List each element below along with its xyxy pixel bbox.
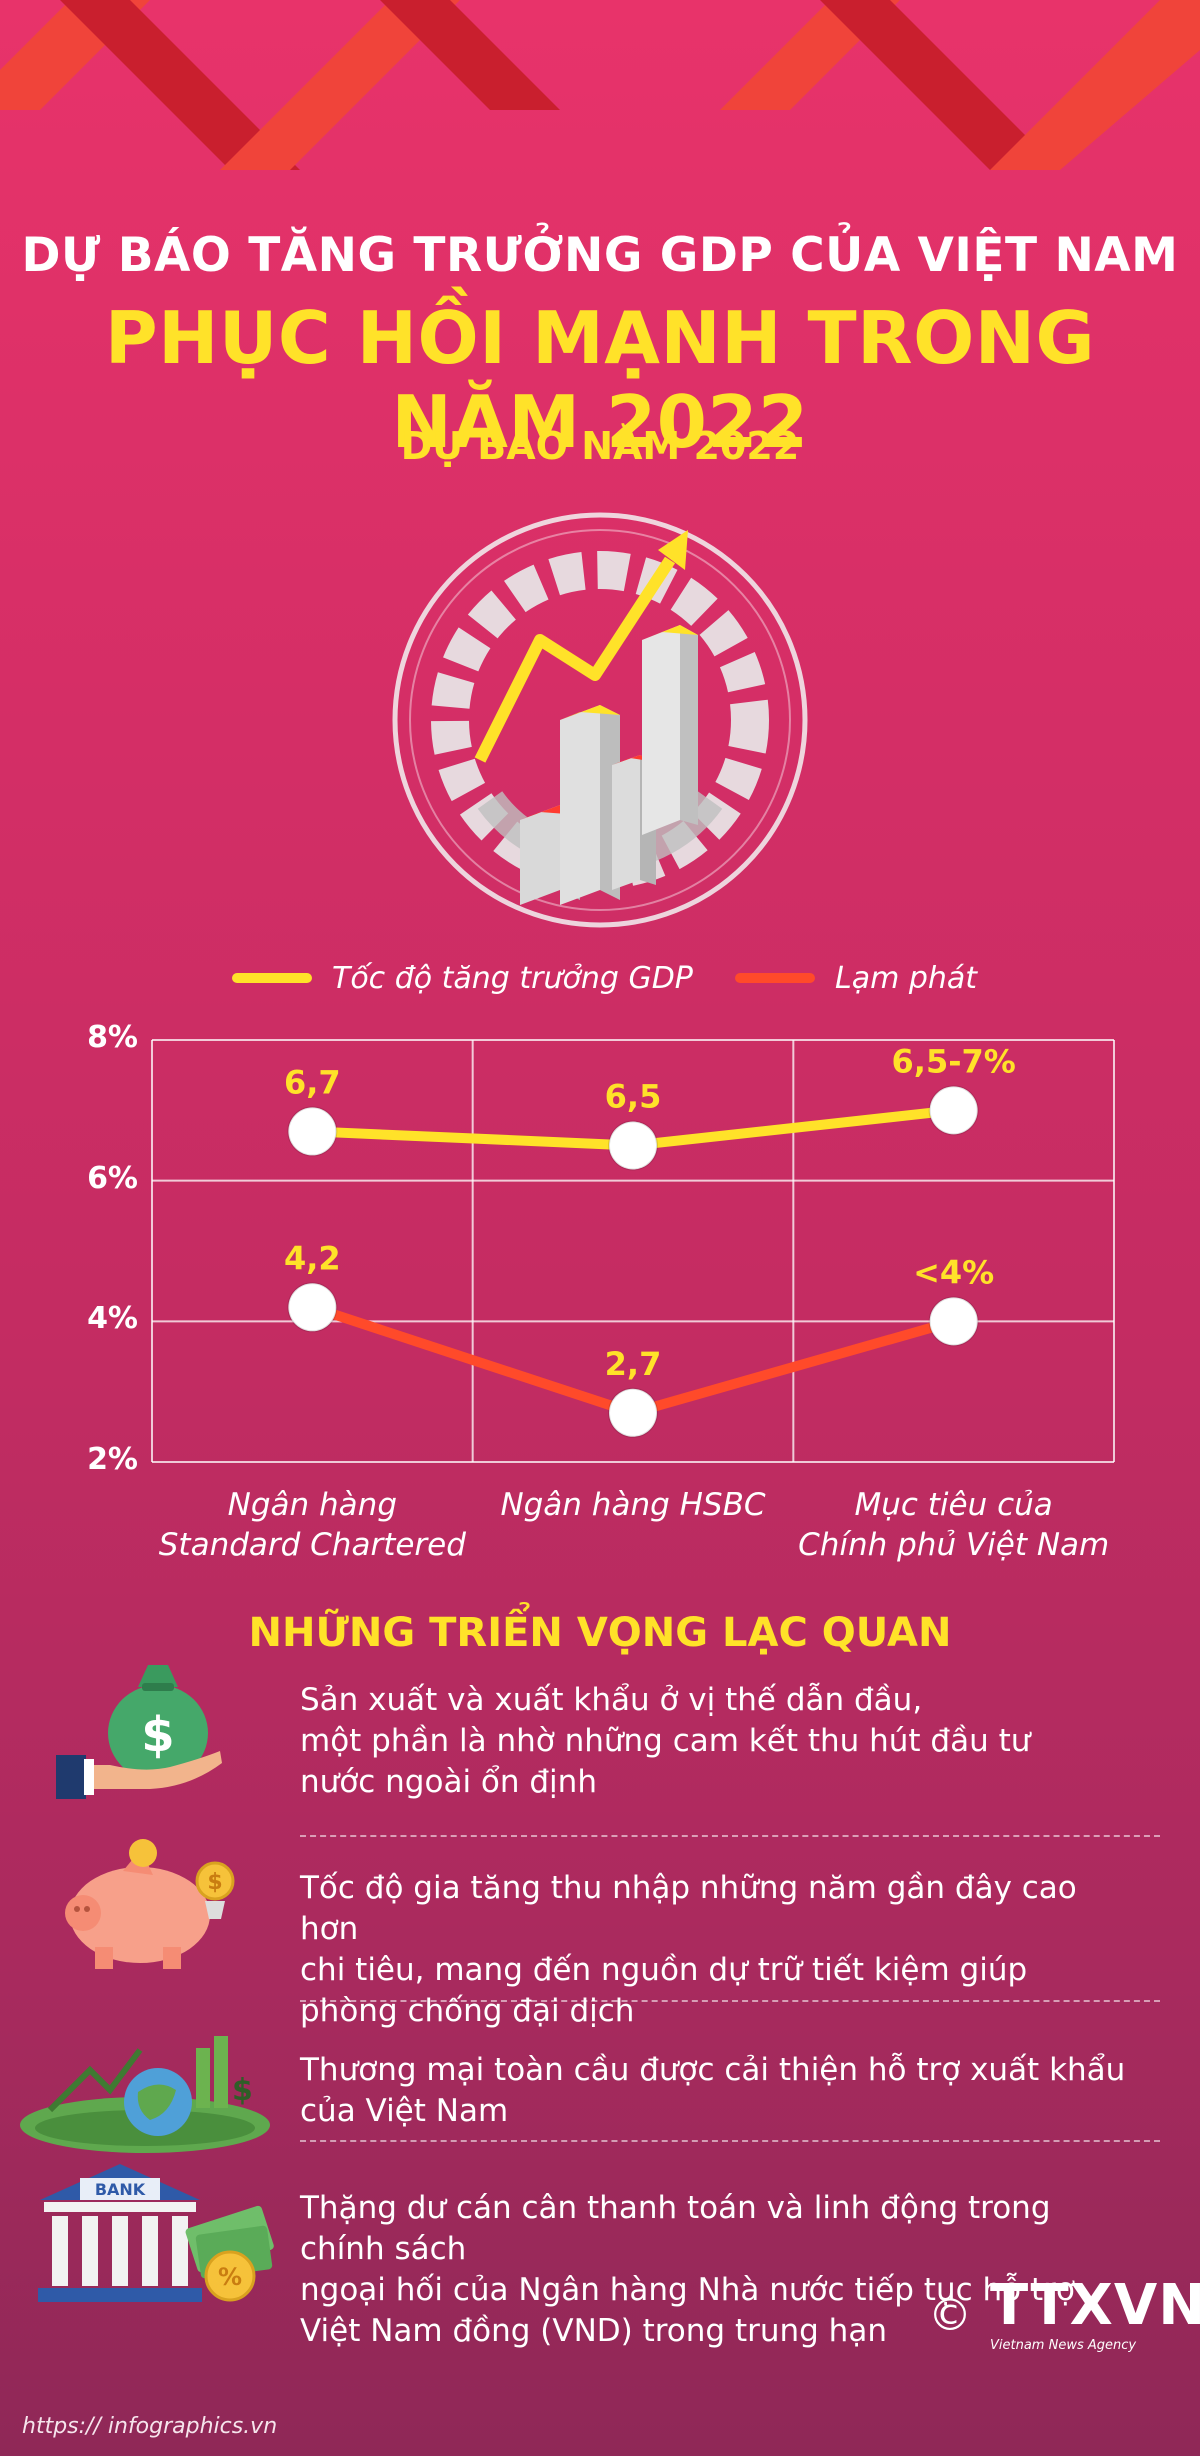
data-label: 6,5 [605, 1078, 662, 1116]
y-tick-label: 2% [87, 1442, 138, 1477]
growth-chart-illustration-icon [392, 512, 808, 928]
legend-gdp-label: Tốc độ tăng trưởng GDP [332, 960, 693, 996]
legend-gdp: Tốc độ tăng trưởng GDP [232, 958, 693, 998]
data-point [608, 1120, 658, 1171]
chart-points [287, 1085, 979, 1438]
title-line-2: PHỤC HỒI MẠNH TRONG NĂM 2022 [104, 296, 1096, 464]
x-category-label-line: Standard Chartered [158, 1526, 466, 1563]
logo-subtext: Vietnam News Agency [990, 2338, 1137, 2353]
x-category-label-line: Ngân hàng HSBC [500, 1487, 766, 1523]
y-tick-label: 4% [87, 1301, 138, 1337]
legend-gdp-swatch [232, 973, 312, 983]
data-label: <4% [913, 1253, 994, 1291]
x-category-label: Mục tiêu của Chính phủ Việt Nam [773, 1486, 1134, 1565]
divider [300, 1835, 1160, 1837]
bank-icon: BANK % [38, 2164, 274, 2302]
data-point [287, 1106, 338, 1157]
money-bag-hand-icon: $ [56, 1665, 222, 1799]
outlook-point-line: ngoại hối của Ngân hàng Nhà nước tiếp tụ… [300, 2271, 1075, 2308]
outlook-point-text: Thương mại toàn cầu được cải thiện hỗ tr… [300, 2050, 1140, 2132]
credit: © TTXVN Vietnam News Agency [928, 2273, 1200, 2354]
legend-inflation-swatch [735, 973, 815, 983]
outlook-point-line: Tốc độ gia tăng thu nhập những năm gần đ… [300, 1870, 1077, 1947]
copyright-icon: © [928, 2290, 972, 2341]
svg-text:%: % [218, 2263, 242, 2291]
outlook-point-line: chi tiêu, mang đến nguồn dự trữ tiết kiệ… [300, 1951, 1028, 1988]
outlook-point-line: Thặng dư cán cân thanh toán và linh động… [300, 2190, 1051, 2267]
data-label: 2,7 [605, 1345, 662, 1383]
chart-grid [151, 1039, 1115, 1463]
title-line-1: DỰ BÁO TĂNG TRƯỞNG GDP CỦA VIỆT NAM [21, 228, 1179, 283]
piggy-bank-icon: $ [65, 1839, 235, 1969]
global-trade-icon: $ [20, 2036, 270, 2153]
svg-text:$: $ [232, 2073, 253, 2108]
bank-sign: BANK [95, 2180, 146, 2199]
x-category-label: Ngân hàng Standard Chartered [132, 1486, 493, 1565]
outlook-point-line: Thương mại toàn cầu được cải thiện hỗ tr… [300, 2052, 1126, 2088]
svg-text:$: $ [207, 1870, 222, 1895]
outlook-point-text: Sản xuất và xuất khẩu ở vị thế dẫn đầu, m… [300, 1680, 1140, 1803]
x-category-label-line: Ngân hàng [227, 1487, 397, 1523]
y-tick-label: 8% [87, 1020, 138, 1055]
logo-text: TTXVN [990, 2273, 1200, 2338]
data-label: 6,7 [284, 1063, 341, 1101]
outlook-point-line: Sản xuất và xuất khẩu ở vị thế dẫn đầu, [300, 1682, 923, 1718]
line-chart: 6,7 6,5 6,5-7% 4,2 2,7 <4% [151, 1039, 1115, 1463]
data-point [928, 1085, 979, 1136]
outlook-point-text: Tốc độ gia tăng thu nhập những năm gần đ… [300, 1868, 1140, 2032]
outlook-point-line: của Việt Nam [300, 2092, 509, 2129]
x-category-label-line: Mục tiêu của [854, 1487, 1053, 1523]
x-category-label-line: Chính phủ Việt Nam [798, 1526, 1110, 1563]
outlook-point-line: một phần là nhờ những cam kết thu hút đầ… [300, 1722, 1031, 1759]
data-label: 6,5-7% [892, 1042, 1016, 1080]
outlook-point-text: Thặng dư cán cân thanh toán và linh động… [300, 2188, 1140, 2352]
outlook-point-line: nước ngoài ổn định [300, 1763, 597, 1800]
outlook-point-line: Việt Nam đồng (VND) trong trung hạn [300, 2312, 887, 2349]
legend-inflation-label: Lạm phát [835, 960, 978, 996]
footer-url: https:// infographics.vn [22, 2414, 278, 2439]
legend-inflation: Lạm phát [735, 958, 977, 998]
y-tick-label: 6% [87, 1160, 138, 1196]
data-point [287, 1282, 338, 1333]
svg-text:$: $ [141, 1707, 174, 1763]
divider [300, 2140, 1160, 2142]
outlook-point-line: phòng chống đại dịch [300, 1992, 635, 2029]
divider [300, 2000, 1160, 2002]
section-heading: NHỮNG TRIỂN VỌNG LẠC QUAN [248, 1610, 952, 1656]
data-label: 4,2 [284, 1239, 341, 1277]
ttxvn-logo: TTXVN Vietnam News Agency [990, 2273, 1200, 2354]
forecast-subtitle: DỰ BÁO NĂM 2022 [400, 424, 800, 468]
data-point [608, 1387, 658, 1438]
chart-value-labels: 6,7 6,5 6,5-7% 4,2 2,7 <4% [284, 1042, 1016, 1382]
data-point [928, 1296, 979, 1347]
top-ribbon-decoration [0, 0, 1200, 170]
x-category-label: Ngân hàng HSBC [453, 1486, 814, 1526]
